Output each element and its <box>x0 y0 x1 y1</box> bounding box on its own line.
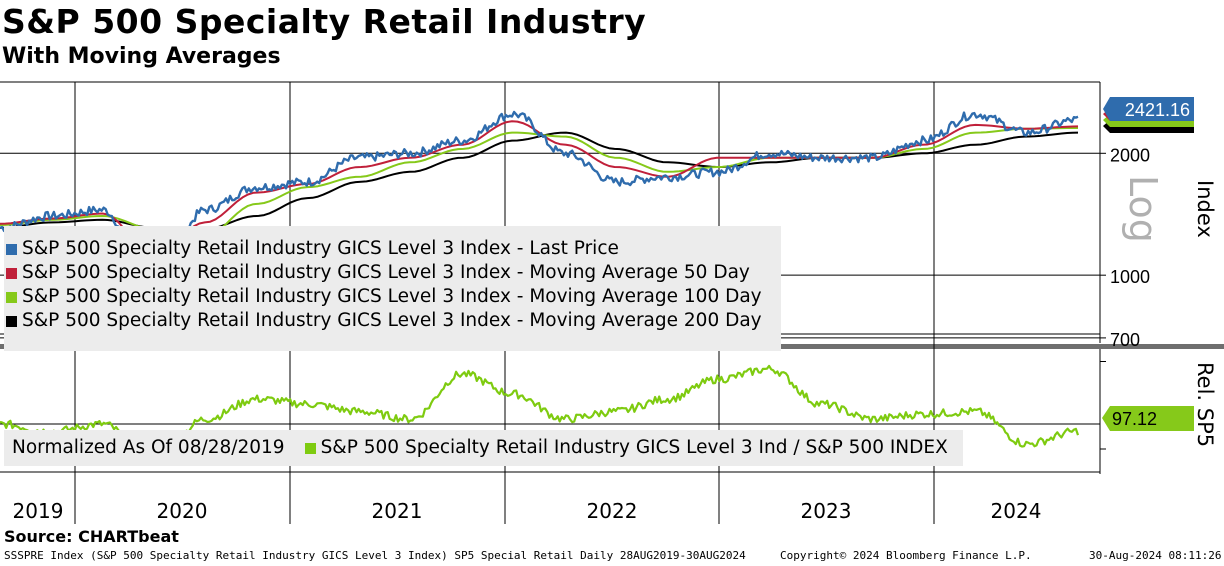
legend-label: S&P 500 Specialty Retail Industry GICS L… <box>22 238 619 259</box>
legend-swatch-icon <box>304 442 316 454</box>
legend-swatch-icon <box>6 315 17 327</box>
y-tick-label: 700 <box>1110 330 1140 350</box>
legend-swatch-icon <box>6 267 17 279</box>
footer-copyright: Copyright© 2024 Bloomberg Finance L.P. <box>780 549 1032 562</box>
relative-badge: 97.12 <box>1102 406 1194 431</box>
x-tick-label: 2019 <box>13 499 64 523</box>
lower-legend: Normalized As Of 08/28/2019 S&P 500 Spec… <box>4 430 963 466</box>
y-tick-label: 2000 <box>1110 145 1150 165</box>
legend-item-ma50[interactable]: S&P 500 Specialty Retail Industry GICS L… <box>4 261 781 285</box>
upper-axis-title: Index <box>1193 180 1217 238</box>
legend-swatch-icon <box>6 243 17 255</box>
source-label: Source: CHARTbeat <box>4 527 179 546</box>
x-tick-label: 2022 <box>587 499 638 523</box>
x-tick-label: 2024 <box>991 499 1042 523</box>
lower-y-axis: 100.00 <box>1100 361 1167 450</box>
legend-swatch-icon <box>6 291 17 303</box>
log-scale-label: Log <box>1121 175 1165 243</box>
legend-label: S&P 500 Specialty Retail Industry GICS L… <box>22 310 762 331</box>
x-tick-label: 2023 <box>801 499 852 523</box>
chart-title: S&P 500 Specialty Retail Industry <box>2 2 647 41</box>
lower-panel <box>0 349 1101 474</box>
legend-label: S&P 500 Specialty Retail Industry GICS L… <box>22 286 762 307</box>
last-price-label: 2421.16 <box>1125 100 1190 120</box>
footer-ticker-info: SSSPRE Index (S&P 500 Specialty Retail I… <box>4 549 746 562</box>
chart-subtitle: With Moving Averages <box>2 44 281 69</box>
y-tick-label: 1000 <box>1110 267 1150 287</box>
legend-item-last-price[interactable]: S&P 500 Specialty Retail Industry GICS L… <box>4 237 781 261</box>
x-tick-label: 2021 <box>372 499 423 523</box>
x-tick-label: 2020 <box>157 499 208 523</box>
normalized-note: Normalized As Of 08/28/2019 <box>12 437 285 458</box>
lower-axis-title: Rel. SP5 <box>1193 362 1217 447</box>
ma200-line <box>0 131 1079 230</box>
upper-legend: S&P 500 Specialty Retail Industry GICS L… <box>4 226 781 351</box>
legend-label: S&P 500 Specialty Retail Industry GICS L… <box>320 437 948 458</box>
footer-timestamp: 30-Aug-2024 08:11:26 <box>1089 549 1222 562</box>
legend-item-ma200[interactable]: S&P 500 Specialty Retail Industry GICS L… <box>4 309 781 333</box>
legend-item-ma100[interactable]: S&P 500 Specialty Retail Industry GICS L… <box>4 285 781 309</box>
last-price-badge: 2421.16 <box>1103 97 1194 133</box>
legend-item-relative[interactable]: Normalized As Of 08/28/2019 S&P 500 Spec… <box>4 430 963 466</box>
upper-y-axis: 2000 1000 700 <box>1100 145 1150 350</box>
x-axis: 2019 2020 2021 2022 2023 2024 <box>13 499 1042 523</box>
legend-label: S&P 500 Specialty Retail Industry GICS L… <box>22 262 750 283</box>
ma100-line <box>0 127 1078 237</box>
relative-last-label: 97.12 <box>1112 409 1157 429</box>
